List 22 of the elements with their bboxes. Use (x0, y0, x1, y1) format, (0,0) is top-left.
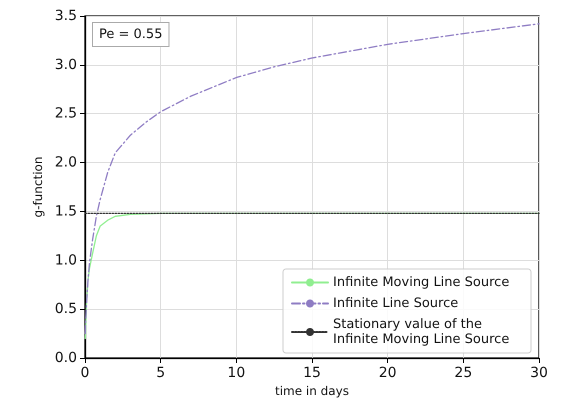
y-axis-title: g-function (30, 156, 45, 218)
y-tick-label: 0.0 (54, 350, 77, 366)
legend-label: Infinite Line Source (333, 296, 458, 311)
y-tick-label: 2.5 (54, 106, 77, 122)
x-tick-label: 15 (303, 365, 321, 381)
x-tick-label: 30 (530, 365, 548, 381)
x-axis-title: time in days (274, 384, 350, 398)
x-tick-label: 25 (454, 365, 472, 381)
y-tick-label: 1.0 (54, 252, 77, 268)
x-tick-label: 5 (156, 365, 166, 381)
x-tick-label: 10 (227, 365, 246, 381)
y-tick-label: 3.5 (54, 8, 77, 24)
x-tick-label: 0 (80, 365, 90, 381)
y-tick-label: 2.0 (54, 154, 77, 171)
legend-label: Infinite Moving Line Source (333, 275, 510, 290)
annotation: Pe = 0.55 (99, 27, 162, 42)
y-tick-label: 1.5 (54, 203, 77, 220)
line-series (84, 23, 540, 334)
x-tick-label: 20 (378, 365, 397, 381)
y-tick-label: 0.5 (54, 301, 77, 318)
legend-label: Stationary value of the Infinite Moving Line Source (333, 317, 510, 347)
y-tick-label: 3.0 (54, 56, 77, 73)
